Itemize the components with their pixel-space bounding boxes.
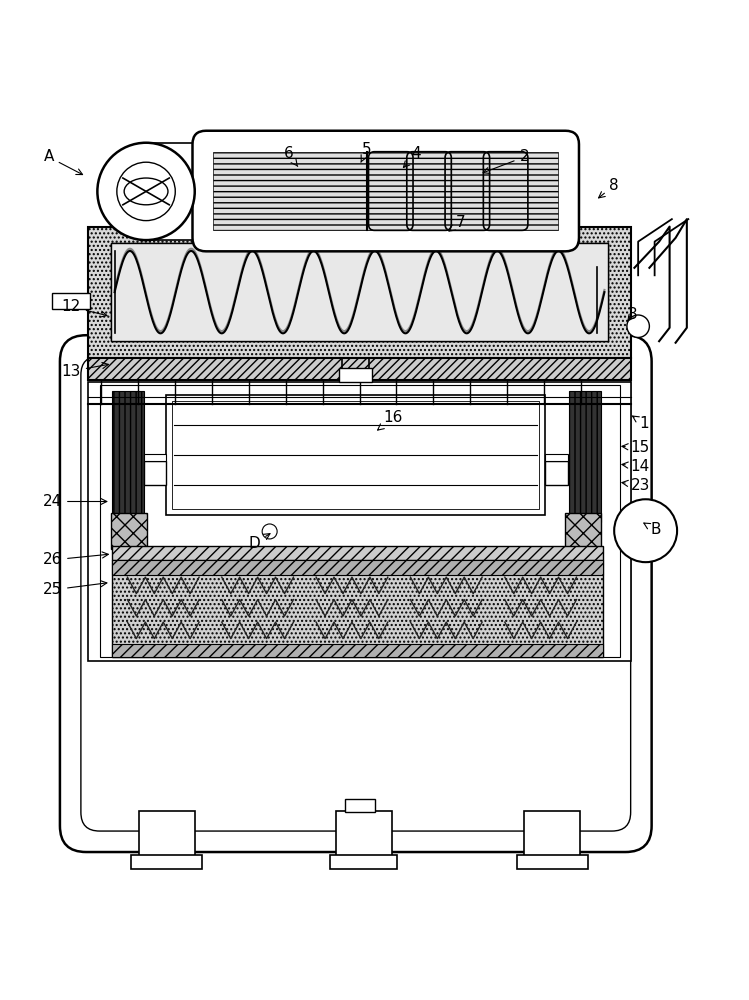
Text: 14: 14 (622, 459, 650, 474)
Bar (545, 461, 568, 485)
Bar (339, 368, 372, 382)
Text: 15: 15 (622, 440, 650, 455)
FancyBboxPatch shape (192, 131, 579, 251)
Text: 2: 2 (483, 149, 529, 173)
Text: 26: 26 (43, 552, 109, 567)
Bar (112, 560, 603, 657)
Text: 25: 25 (43, 581, 107, 597)
Bar (146, 143, 202, 240)
Bar (545, 454, 568, 461)
Text: 3: 3 (628, 307, 638, 322)
Text: 5: 5 (361, 142, 372, 162)
Circle shape (117, 162, 175, 221)
Circle shape (97, 143, 195, 240)
Text: 4: 4 (404, 146, 420, 167)
Text: 6: 6 (283, 146, 297, 166)
Bar (112, 546, 603, 560)
Circle shape (262, 524, 277, 539)
Bar (112, 644, 603, 657)
Bar (172, 401, 539, 509)
Bar (131, 855, 202, 869)
Bar (139, 811, 195, 867)
Bar (111, 513, 147, 549)
Bar (88, 358, 631, 380)
FancyBboxPatch shape (60, 335, 652, 852)
Circle shape (614, 499, 677, 562)
Bar (144, 454, 166, 461)
Circle shape (627, 315, 649, 337)
Bar (111, 243, 608, 341)
Bar (88, 382, 631, 661)
Bar (111, 243, 608, 341)
Bar (112, 391, 144, 522)
Text: A: A (43, 149, 82, 175)
Bar (52, 293, 90, 309)
Bar (88, 227, 631, 358)
Text: 24: 24 (43, 494, 107, 509)
Text: 13: 13 (61, 362, 109, 379)
Text: 7: 7 (449, 215, 465, 231)
Bar (330, 855, 397, 869)
Text: B: B (644, 522, 661, 537)
Text: 8: 8 (598, 178, 619, 198)
Bar (213, 152, 558, 230)
Text: 16: 16 (377, 410, 403, 430)
Text: 1: 1 (633, 416, 649, 431)
Bar (144, 461, 166, 485)
Text: 23: 23 (622, 478, 650, 493)
Bar (112, 560, 603, 575)
Bar (336, 811, 392, 867)
Bar (569, 391, 601, 522)
FancyBboxPatch shape (81, 356, 631, 831)
Bar (100, 385, 620, 657)
Bar (517, 855, 588, 869)
Text: D: D (249, 534, 270, 551)
Bar (166, 395, 545, 515)
Text: 12: 12 (61, 299, 107, 317)
Bar (524, 811, 580, 867)
Bar (345, 799, 375, 812)
Bar (565, 513, 601, 549)
